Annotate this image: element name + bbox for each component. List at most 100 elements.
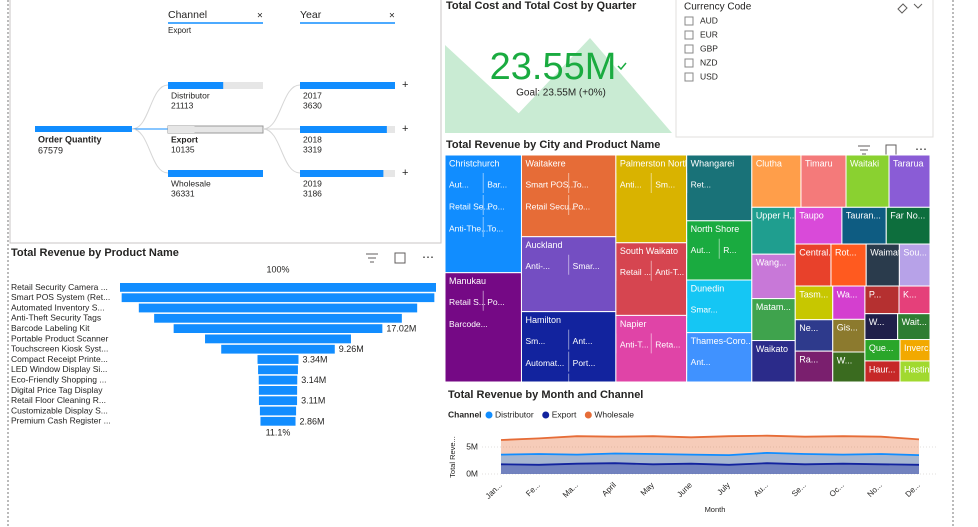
treemap-tile[interactable] [686,332,753,383]
level-close[interactable]: × [257,11,263,22]
tree-node-value: 3186 [303,188,322,198]
treemap-tile[interactable] [751,206,796,255]
level-close[interactable]: × [389,11,395,22]
treemap-tile[interactable] [841,206,887,245]
treemap-tile[interactable] [832,318,866,353]
slicer-item[interactable]: AUD [700,15,718,25]
sub-tile-label: Tou... [573,380,594,390]
sub-tile-label: Sm... [655,179,675,189]
tree-node-label[interactable]: 2018 [303,134,322,144]
sub-tile-label: Po... [573,201,590,211]
slicer-checkbox[interactable] [684,44,694,54]
tree-node-label[interactable]: Wholesale [171,178,211,188]
treemap-node: Upper H... [751,206,796,255]
treemap-tile[interactable] [751,154,802,208]
tile-label: Far No... [890,211,925,221]
treemap-node: Ra... [794,350,834,383]
funnel-bar[interactable] [221,344,335,354]
tree-node-bar [168,126,195,133]
y-category-label: Retail Floor Cleaning R... [11,395,106,405]
tree-node-bar [300,126,387,133]
funnel-bar[interactable] [205,334,351,344]
treemap-tile[interactable] [794,243,832,287]
tile-label: Waikato [756,344,788,354]
treemap-tile[interactable] [832,351,866,383]
y-category-label: Eco-Friendly Shopping ... [11,374,106,384]
focus-icon[interactable] [885,144,897,156]
tree-node-label[interactable]: 2017 [303,90,322,100]
dropdown-icon[interactable] [913,3,923,9]
sub-tile-label: Barcode ... [525,380,566,390]
legend-label[interactable]: Export [552,409,577,419]
funnel-bar[interactable] [138,303,418,313]
treemap-tile[interactable] [800,154,847,208]
treemap-tile[interactable] [830,243,867,287]
treemap-tile[interactable] [865,243,900,287]
expand-icon[interactable]: + [402,167,408,179]
funnel-bar[interactable] [121,293,435,303]
treemap-tile[interactable] [899,360,931,383]
funnel-bar[interactable] [154,313,402,323]
slicer-item[interactable]: EUR [700,29,718,39]
treemap-tile[interactable] [686,154,753,222]
tile-label: Palmerston North [620,158,690,168]
tile-label: Inverc... [904,343,936,353]
tile-label: Sou... [903,247,927,257]
funnel-bar[interactable] [258,375,298,385]
funnel-bar[interactable] [173,324,383,333]
slicer-checkbox[interactable] [684,30,694,40]
treemap-tile[interactable] [864,313,899,341]
tile-label: Timaru [805,158,833,168]
filter-icon[interactable] [366,253,378,263]
slicer-checkbox[interactable] [684,58,694,68]
y-category-label: LED Window Display Si... [11,364,107,374]
tile-labels: Christchurch Aut... Bar... Retail Se...Po..… [445,158,507,237]
more-icon[interactable]: ⋯ [915,142,927,156]
eraser-icon[interactable] [897,3,908,14]
treemap-tile[interactable] [885,206,931,245]
x-tick-label: No... [866,481,884,499]
tree-node-label[interactable]: Export [171,134,198,144]
treemap-tile[interactable] [897,313,931,341]
slicer-checkbox[interactable] [684,72,694,82]
funnel-bar[interactable] [258,396,298,406]
treemap-tile[interactable] [751,340,796,383]
treemap-tile[interactable] [888,154,931,208]
tile-label: Que... [869,343,894,353]
funnel-bar[interactable] [259,406,297,416]
tile-labels: Central... [799,247,831,257]
treemap-tile[interactable] [751,253,796,300]
filter-icon[interactable] [858,145,870,155]
treemap-tile[interactable] [751,298,796,342]
slicer-item[interactable]: USD [700,71,718,81]
legend-label[interactable]: Wholesale [594,409,634,419]
tile-label: Wang... [756,258,787,268]
tile-labels: Hastin... [904,364,930,374]
funnel-bar[interactable] [120,283,436,292]
funnel-bar[interactable] [260,416,296,426]
tree-connector [262,128,301,174]
slicer-border [675,0,934,138]
slicer-item[interactable]: NZD [700,57,717,67]
funnel-bar[interactable] [258,365,298,375]
slicer-checkbox[interactable] [684,16,694,26]
legend-label[interactable]: Distributor [495,409,534,419]
tile-labels: Tararua [893,158,924,168]
funnel-bar[interactable] [257,355,299,364]
kpi-check [617,62,627,71]
treemap-tile[interactable] [615,154,688,244]
treemap-tile[interactable] [794,319,834,352]
sub-tile-label: Barcode... [449,319,488,329]
sub-tile-label: Reta... [655,340,680,350]
sub-tile-label: Anti-T... [620,340,649,350]
funnel-bar[interactable] [258,386,298,395]
expand-icon[interactable]: + [402,79,408,91]
tree-node-label[interactable]: 2019 [303,178,322,188]
more-icon[interactable]: ⋯ [422,250,434,264]
tree-node-label[interactable]: Distributor [171,90,210,100]
focus-icon[interactable] [394,252,406,264]
slicer-item[interactable]: GBP [700,43,718,53]
expand-icon[interactable]: + [402,123,408,135]
legend-marker [485,411,493,419]
